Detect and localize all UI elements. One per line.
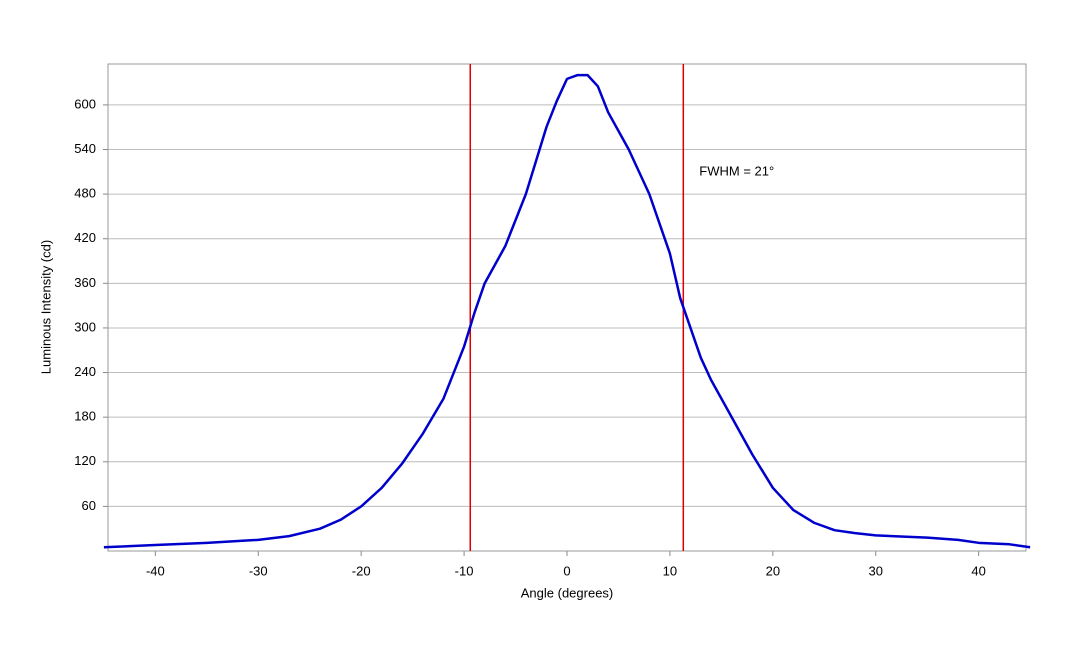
x-tick-label: -30 [249,563,268,578]
y-tick-label: 420 [74,230,96,245]
y-tick-label: 360 [74,275,96,290]
x-tick-label: 20 [766,563,780,578]
y-tick-label: 540 [74,141,96,156]
plot-frame [107,63,1027,552]
y-tick-label: 300 [74,319,96,334]
x-tick-label: 0 [563,563,570,578]
data-line [103,73,1031,549]
y-tick-label: 120 [74,453,96,468]
y-tick-label: 180 [74,409,96,424]
y-tick-label: 240 [74,364,96,379]
y-tick-label: 60 [82,498,96,513]
x-tick-label: -40 [146,563,165,578]
y-tick-label: 600 [74,96,96,111]
annotation: FWHM = 21° [699,163,774,178]
x-tick-label: -10 [455,563,474,578]
y-axis-label: Luminous Intensity (cd) [38,240,53,374]
x-tick-label: -20 [352,563,371,578]
plot-area [108,64,1026,551]
x-tick-label: 30 [869,563,883,578]
x-tick-label: 10 [663,563,677,578]
x-tick-label: 40 [971,563,985,578]
y-tick-label: 480 [74,186,96,201]
x-axis-label: Angle (degrees) [521,585,614,600]
